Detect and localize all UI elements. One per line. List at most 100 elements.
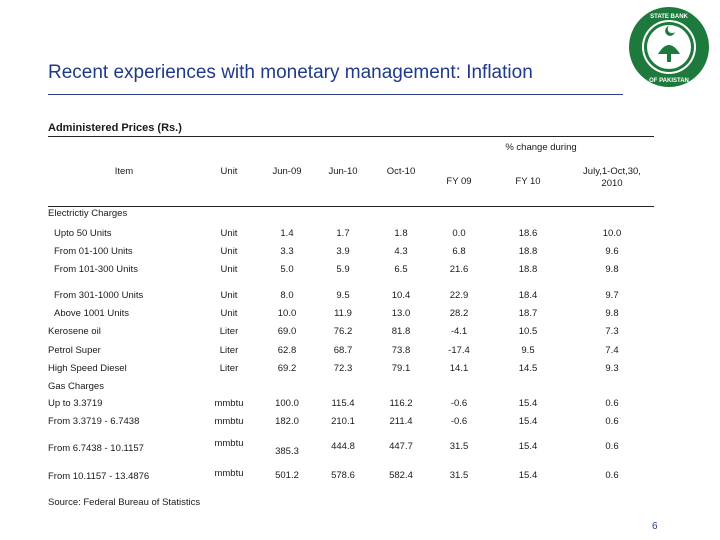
row-value: 0.6 bbox=[605, 441, 619, 452]
row-value: -0.6 bbox=[450, 416, 468, 427]
page-number: 6 bbox=[652, 521, 658, 532]
row-value: 22.9 bbox=[449, 290, 469, 301]
row-value: 0.6 bbox=[605, 416, 619, 427]
row-unit: Unit bbox=[220, 290, 238, 301]
row-value: 62.8 bbox=[277, 345, 297, 356]
row-unit: Liter bbox=[219, 363, 239, 374]
row-unit: Unit bbox=[220, 308, 238, 319]
column-header-2: Jun-09 bbox=[272, 166, 302, 177]
row-value: 72.3 bbox=[333, 363, 353, 374]
row-value: 1.8 bbox=[394, 228, 408, 239]
row-unit: Unit bbox=[220, 228, 238, 239]
row-value: 11.9 bbox=[334, 308, 352, 319]
slide-title: Recent experiences with monetary managem… bbox=[48, 62, 533, 83]
row-item-label: Petrol Super bbox=[48, 345, 101, 356]
row-value: 210.1 bbox=[331, 416, 355, 427]
svg-text:STATE BANK: STATE BANK bbox=[650, 14, 688, 20]
row-value: 578.6 bbox=[331, 470, 355, 481]
row-value: 18.6 bbox=[518, 228, 538, 239]
row-unit: mmbtu bbox=[214, 468, 244, 479]
row-value: 9.7 bbox=[605, 290, 619, 301]
row-item-label: From 01-100 Units bbox=[54, 246, 133, 257]
row-value: 76.2 bbox=[333, 326, 353, 337]
row-value: 9.5 bbox=[521, 345, 535, 356]
row-value: 385.3 bbox=[275, 446, 299, 457]
row-value: 7.4 bbox=[605, 345, 619, 356]
row-value: -0.6 bbox=[450, 398, 468, 409]
state-bank-logo: STATE BANK OF PAKISTAN bbox=[629, 7, 709, 87]
row-value: 18.7 bbox=[518, 308, 538, 319]
row-value: 211.4 bbox=[389, 416, 413, 427]
row-value: 6.5 bbox=[394, 264, 408, 275]
row-item-label: From 3.3719 - 6.7438 bbox=[48, 416, 140, 427]
row-unit: Liter bbox=[219, 345, 239, 356]
row-item-label: Gas Charges bbox=[48, 381, 104, 392]
row-item-label: Upto 50 Units bbox=[54, 228, 112, 239]
column-header-4: Oct-10 bbox=[386, 166, 416, 177]
row-value: 14.5 bbox=[518, 363, 538, 374]
row-value: 31.5 bbox=[449, 470, 469, 481]
row-value: 18.8 bbox=[518, 264, 538, 275]
column-header-5: FY 09 bbox=[446, 176, 472, 187]
row-item-label: Kerosene oil bbox=[48, 326, 101, 337]
row-value: 68.7 bbox=[333, 345, 353, 356]
row-value: 582.4 bbox=[389, 470, 413, 481]
row-value: 15.4 bbox=[518, 470, 538, 481]
row-unit: mmbtu bbox=[214, 398, 244, 409]
row-value: 8.0 bbox=[280, 290, 294, 301]
row-value: 3.3 bbox=[280, 246, 294, 257]
row-value: 9.8 bbox=[605, 264, 619, 275]
row-value: 5.0 bbox=[280, 264, 294, 275]
row-value: 10.4 bbox=[391, 290, 411, 301]
row-value: 15.4 bbox=[518, 416, 538, 427]
row-value: 444.8 bbox=[331, 441, 355, 452]
row-value: 7.3 bbox=[605, 326, 619, 337]
row-value: 182.0 bbox=[275, 416, 299, 427]
row-value: -4.1 bbox=[450, 326, 468, 337]
row-value: 4.3 bbox=[394, 246, 408, 257]
title-divider bbox=[48, 94, 623, 95]
row-value: 100.0 bbox=[275, 398, 299, 409]
column-header-7: July,1-Oct,30, 2010 bbox=[583, 166, 641, 189]
row-value: 15.4 bbox=[518, 398, 538, 409]
row-value: 1.4 bbox=[280, 228, 294, 239]
pct-change-header: % change during bbox=[505, 142, 577, 153]
row-value: 0.0 bbox=[452, 228, 466, 239]
row-value: 81.8 bbox=[391, 326, 411, 337]
row-item-label: High Speed Diesel bbox=[48, 363, 127, 374]
row-unit: Unit bbox=[220, 246, 238, 257]
column-header-0: Item bbox=[114, 166, 134, 177]
row-unit: mmbtu bbox=[214, 416, 244, 427]
row-value: 79.1 bbox=[391, 363, 411, 374]
row-value: 21.6 bbox=[449, 264, 469, 275]
row-value: -17.4 bbox=[448, 345, 470, 356]
row-item-label: From 301-1000 Units bbox=[54, 290, 144, 301]
row-value: 9.6 bbox=[605, 246, 619, 257]
row-value: 14.1 bbox=[449, 363, 469, 374]
header-bottom-rule bbox=[48, 206, 654, 207]
row-item-label: From 6.7438 - 10.1157 bbox=[48, 443, 144, 454]
row-unit: mmbtu bbox=[214, 438, 244, 449]
column-header-1: Unit bbox=[220, 166, 238, 177]
table-subtitle: Administered Prices (Rs.) bbox=[48, 122, 182, 134]
row-value: 10.0 bbox=[277, 308, 297, 319]
row-value: 13.0 bbox=[391, 308, 411, 319]
row-unit: Liter bbox=[219, 326, 239, 337]
row-value: 9.5 bbox=[336, 290, 350, 301]
row-value: 6.8 bbox=[452, 246, 466, 257]
row-item-label: Electrictiy Charges bbox=[48, 208, 128, 219]
row-value: 9.3 bbox=[605, 363, 619, 374]
row-value: 116.2 bbox=[389, 398, 413, 409]
row-value: 501.2 bbox=[275, 470, 299, 481]
row-item-label: From 101-300 Units bbox=[54, 264, 138, 275]
table-top-rule bbox=[48, 136, 654, 137]
row-value: 10.0 bbox=[602, 228, 622, 239]
row-value: 0.6 bbox=[605, 398, 619, 409]
row-value: 18.8 bbox=[518, 246, 538, 257]
row-value: 18.4 bbox=[518, 290, 538, 301]
row-item-label: Above 1001 Units bbox=[54, 308, 129, 319]
row-value: 3.9 bbox=[336, 246, 350, 257]
row-value: 10.5 bbox=[518, 326, 538, 337]
row-item-label: Up to 3.3719 bbox=[48, 398, 103, 409]
row-value: 73.8 bbox=[391, 345, 411, 356]
